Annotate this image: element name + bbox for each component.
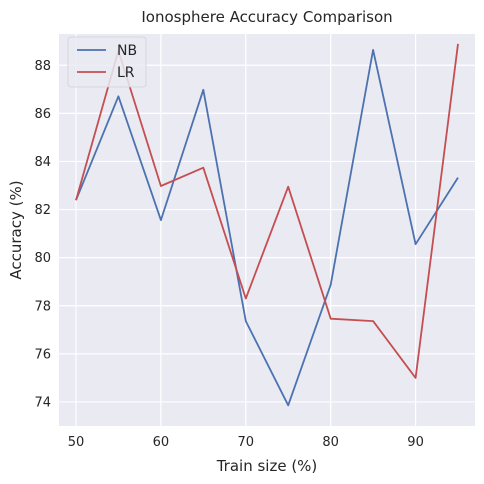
x-tick-label: 70 [238, 435, 255, 450]
y-tick-label: 80 [34, 251, 51, 266]
x-tick-labels: 50 60 70 80 90 [68, 435, 424, 450]
y-tick-label: 88 [34, 59, 51, 74]
chart-title: Ionosphere Accuracy Comparison [141, 8, 392, 26]
series-line-lr [75, 43, 459, 379]
y-tick-labels: 74 76 78 80 82 84 86 88 [34, 59, 51, 411]
x-tick-label: 80 [322, 435, 339, 450]
series-line-nb [75, 49, 459, 407]
y-axis-label: Accuracy (%) [7, 180, 25, 279]
y-tick-label: 84 [34, 155, 51, 170]
x-tick-label: 50 [68, 435, 85, 450]
x-tick-label: 60 [153, 435, 170, 450]
x-tick-label: 90 [407, 435, 424, 450]
legend-label-lr: LR [117, 65, 135, 81]
y-tick-label: 74 [34, 395, 51, 410]
y-tick-label: 78 [34, 299, 51, 314]
y-tick-label: 76 [34, 347, 51, 362]
x-gridlines [75, 34, 417, 426]
plot-area [59, 34, 475, 426]
x-axis-label: Train size (%) [216, 457, 318, 475]
legend: NB LR [67, 36, 147, 88]
legend-label-nb: NB [117, 43, 137, 59]
series-lines [75, 43, 459, 407]
y-tick-label: 86 [34, 107, 51, 122]
y-tick-label: 82 [34, 203, 51, 218]
